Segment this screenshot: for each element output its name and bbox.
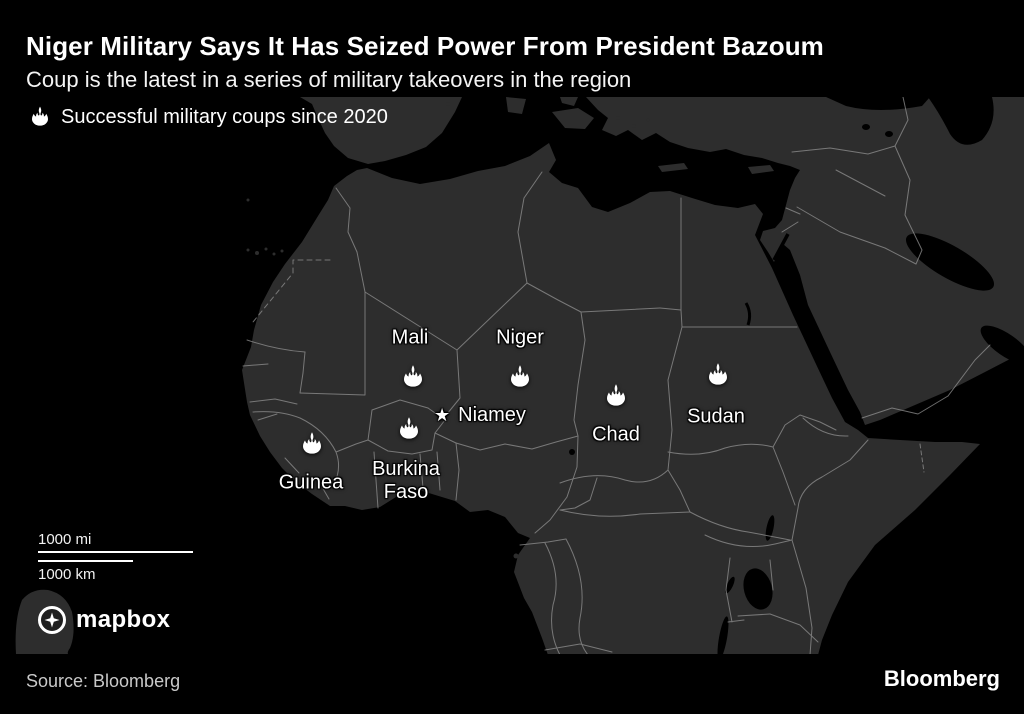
fire-icon <box>28 105 52 129</box>
mapbox-logo: mapbox <box>36 604 170 636</box>
mapbox-wordmark: mapbox <box>76 606 171 633</box>
scale-miles-line <box>38 551 193 553</box>
capital-marker: ★ Niamey <box>434 404 526 427</box>
headline: Niger Military Says It Has Seized Power … <box>26 31 824 61</box>
scale-miles-label: 1000 mi <box>38 531 92 548</box>
country-label-niger: Niger <box>496 326 544 349</box>
capital-label: Niamey <box>458 404 526 426</box>
country-label-guinea: Guinea <box>278 471 344 494</box>
scale-km-line <box>38 560 133 562</box>
subheadline: Coup is the latest in a series of milita… <box>26 67 632 92</box>
source-credit: Source: Bloomberg <box>26 671 181 691</box>
legend: Successful military coups since 2020 <box>28 105 388 129</box>
country-label-chad: Chad <box>592 423 640 446</box>
bloomberg-logo: Bloomberg <box>883 666 1000 691</box>
country-label-mali: Mali <box>391 326 429 349</box>
legend-label: Successful military coups since 2020 <box>61 105 388 128</box>
country-label-sudan: Sudan <box>687 405 745 428</box>
scale-km-label: 1000 km <box>38 566 96 583</box>
mapbox-pin-icon <box>38 606 66 634</box>
scale-bar: 1000 mi 1000 km <box>38 531 193 583</box>
star-icon: ★ <box>434 404 451 426</box>
country-label-burkina-faso: Burkina Faso <box>372 458 440 503</box>
